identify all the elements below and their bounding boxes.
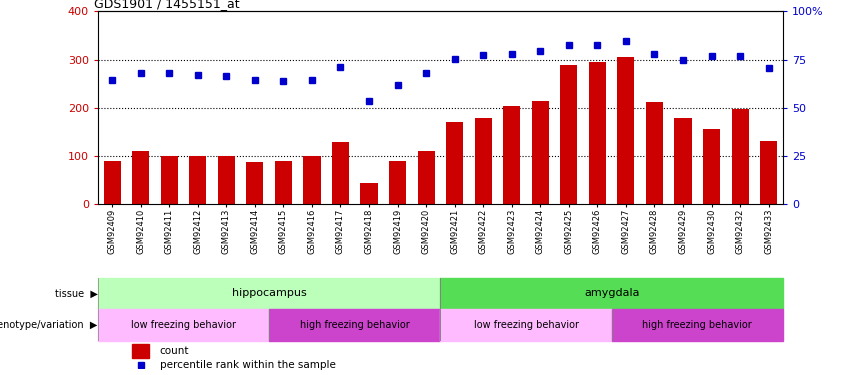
Text: percentile rank within the sample: percentile rank within the sample: [159, 360, 335, 370]
Bar: [732, 109, 749, 204]
Text: count: count: [159, 346, 189, 356]
Bar: [418, 151, 435, 204]
Bar: [275, 161, 292, 204]
Bar: [303, 156, 321, 204]
Text: low freezing behavior: low freezing behavior: [473, 320, 579, 330]
Bar: [646, 102, 663, 204]
Bar: [532, 100, 549, 204]
Bar: [189, 156, 206, 204]
Text: genotype/variation  ▶: genotype/variation ▶: [0, 320, 98, 330]
Bar: [269, 309, 441, 341]
Bar: [98, 309, 269, 341]
Bar: [475, 118, 492, 204]
Text: high freezing behavior: high freezing behavior: [643, 320, 752, 330]
Bar: [560, 65, 578, 204]
Text: high freezing behavior: high freezing behavior: [300, 320, 409, 330]
Text: GDS1901 / 1455151_at: GDS1901 / 1455151_at: [94, 0, 240, 10]
Bar: [132, 151, 149, 204]
Bar: [446, 122, 463, 204]
Bar: [760, 141, 777, 204]
Bar: [132, 344, 149, 358]
Text: low freezing behavior: low freezing behavior: [131, 320, 236, 330]
Bar: [441, 309, 612, 341]
Bar: [441, 278, 783, 309]
Bar: [675, 118, 692, 204]
Bar: [612, 309, 783, 341]
Bar: [389, 161, 406, 204]
Text: hippocampus: hippocampus: [231, 288, 306, 298]
Bar: [361, 183, 378, 204]
Text: amygdala: amygdala: [584, 288, 639, 298]
Bar: [617, 57, 635, 204]
Bar: [589, 62, 606, 204]
Bar: [104, 161, 121, 204]
Bar: [332, 142, 349, 204]
Bar: [98, 278, 441, 309]
Bar: [218, 156, 235, 204]
Bar: [503, 106, 520, 204]
Bar: [246, 162, 264, 204]
Text: tissue  ▶: tissue ▶: [55, 288, 98, 298]
Bar: [703, 129, 720, 204]
Bar: [161, 156, 178, 204]
